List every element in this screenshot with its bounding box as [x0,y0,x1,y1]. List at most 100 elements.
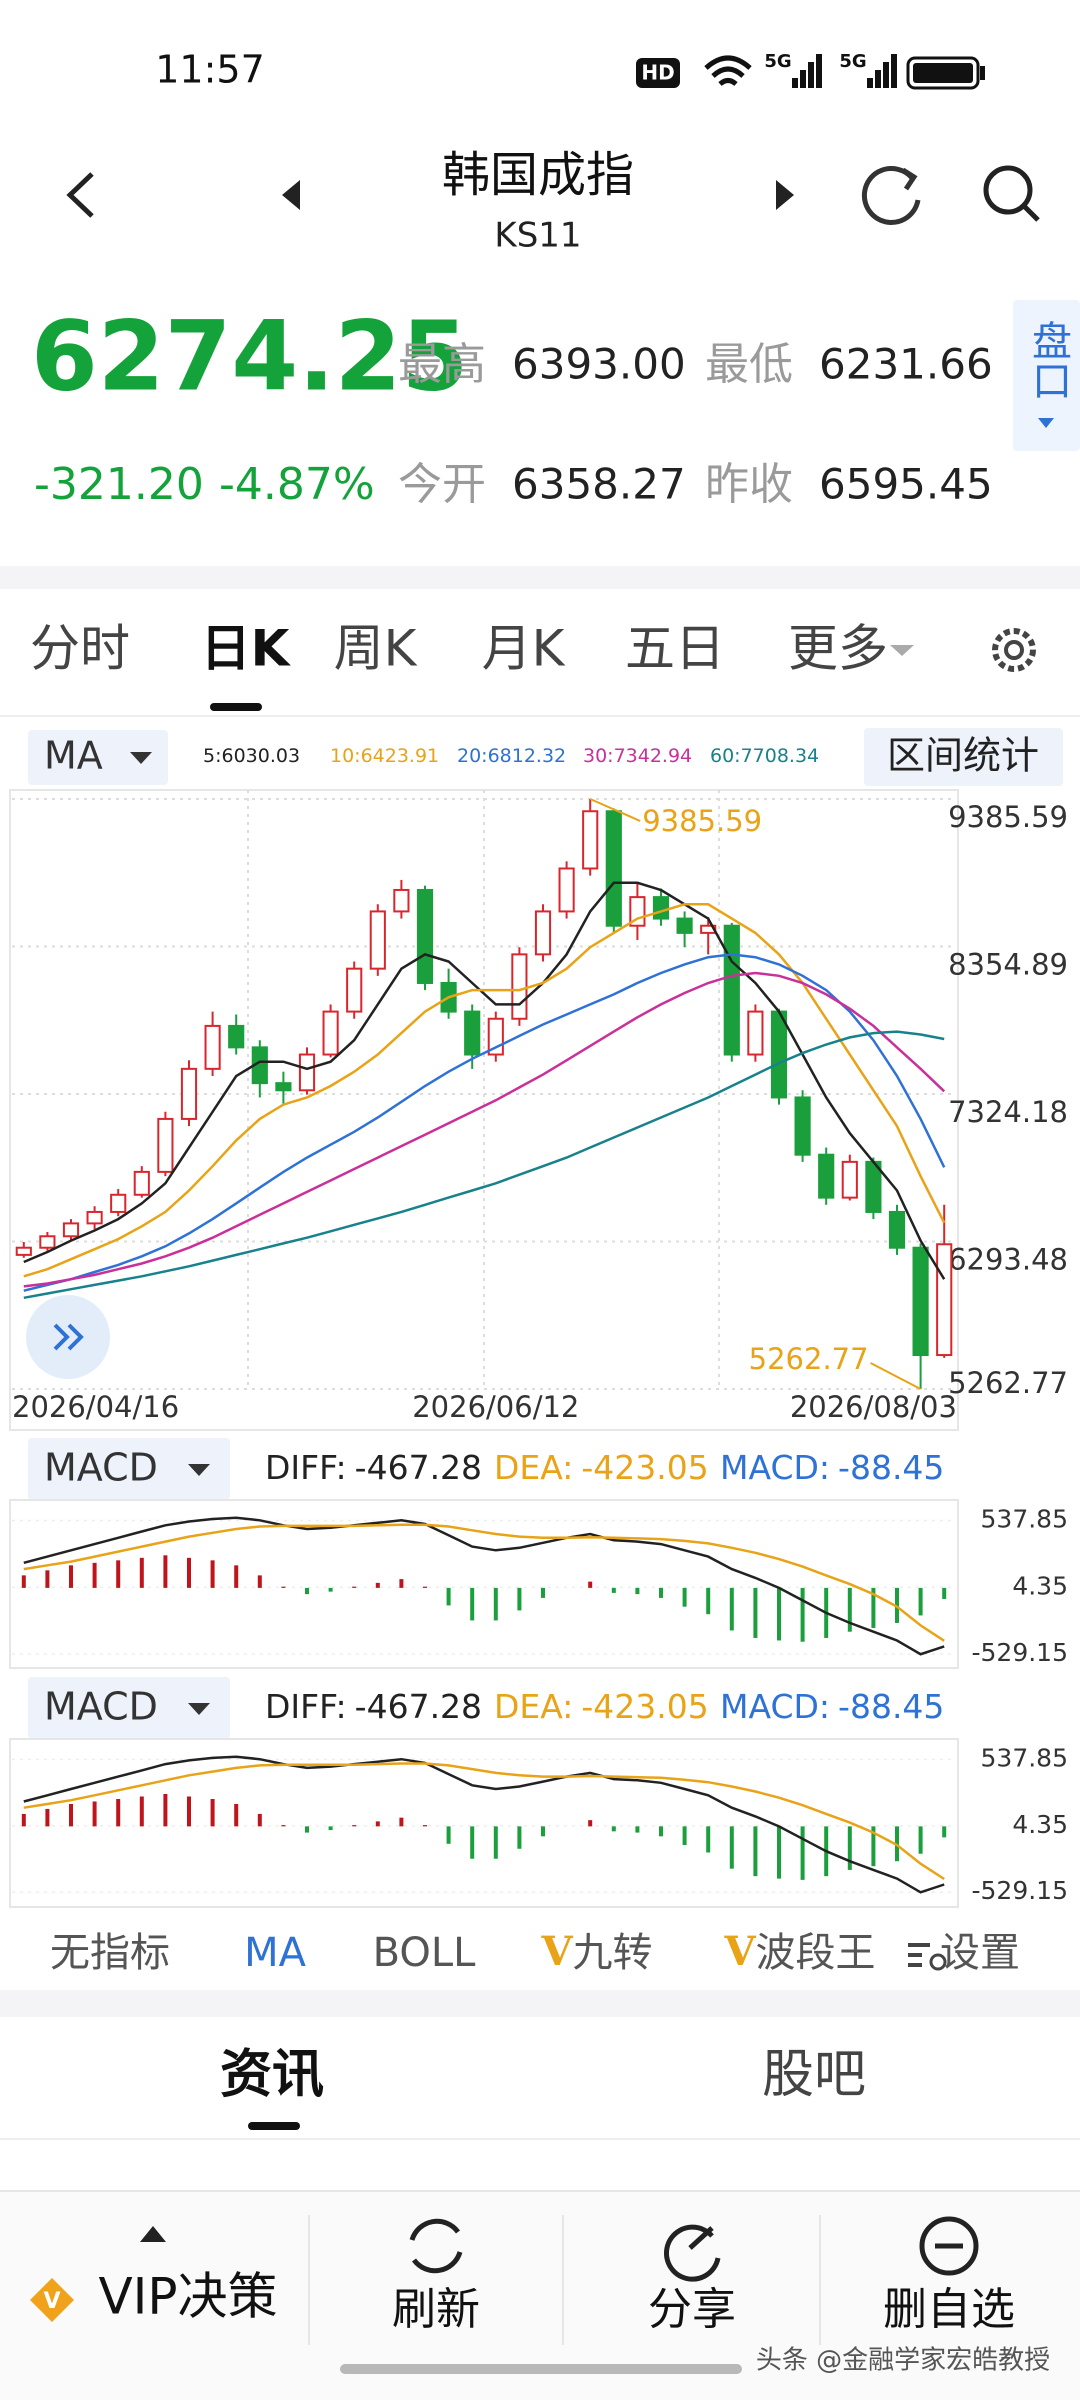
forum-tab[interactable]: 股吧 [762,2045,866,2105]
macd-bar [611,1826,616,1832]
macd-legend: MACD: -88.45 [720,1687,944,1726]
macd-legend-name: MACD: [720,1448,830,1487]
side-tab[interactable]: 盘口 [1025,320,1071,400]
macd-bar [281,1586,286,1588]
range-stats-bg[interactable] [864,728,1063,786]
macd-bar [328,1587,333,1592]
last-price: 6274.25 [31,300,468,412]
refresh-arrow [901,167,918,191]
status-time: 11:57 [155,48,265,92]
macd-bar [800,1826,805,1880]
period-tab[interactable]: 分时 [30,620,130,678]
macd-bar [588,1820,593,1827]
macd-bar [399,1817,404,1827]
macd-selector[interactable]: MACD [44,1446,158,1490]
next-index-button[interactable] [776,180,794,210]
candle-body [841,1160,858,1199]
annotation-leader [870,1362,922,1390]
settings-icon [908,1943,930,1967]
ma-legend-name: 20: [457,745,488,767]
candle-body [794,1096,811,1156]
vip-decision-button[interactable]: VIP决策 [98,2268,277,2326]
indicator-option[interactable]: 无指标 [50,1930,170,1976]
candle-body [416,888,434,984]
macd-bar [847,1826,852,1870]
macd-legend-value: -467.28 [355,1687,482,1726]
macd-selector-bg[interactable] [28,1677,230,1739]
macd-bar [729,1826,734,1869]
indicator-selector[interactable]: MA [44,734,103,778]
period-tab[interactable]: 月K [482,620,566,678]
nav-separators [308,2215,821,2345]
macd-bar [187,1796,191,1827]
x-tick-label: 2026/06/12 [412,1390,579,1424]
macd-bar [541,1587,545,1598]
period-tab[interactable]: 五日 [625,620,725,678]
battery [906,56,980,90]
side-tab-bg[interactable] [1013,300,1080,451]
settings-icon-dot [929,1953,947,1971]
signal-bars [867,54,897,88]
candle-body [393,888,410,913]
share-button[interactable]: 分享 [648,2284,736,2335]
macd-legend: DIFF: -467.28 [265,1448,482,1487]
expand-up-arrow[interactable] [140,2226,166,2242]
macd-bar [659,1587,663,1598]
macd-bar [139,1796,144,1827]
y-tick-label: 8354.89 [948,947,1068,981]
candle-body [204,1024,221,1070]
indicator-bar: 无指标 MA BOLL V九转 V波段王 设置 [50,1928,1020,1976]
news-tab[interactable]: 资讯 [220,2045,324,2105]
wifi-icon [704,55,752,86]
macd-selector[interactable]: MACD [44,1685,158,1729]
macd-legend: MACD: -88.45 [720,1448,944,1487]
indicator-option[interactable]: V九转 [540,1928,652,1976]
selector-arrow [188,1464,210,1476]
price-change-pct: -4.87% [219,459,375,510]
search-button[interactable] [983,165,1033,215]
macd-bar [281,1825,286,1827]
range-stats-button[interactable]: 区间统计 [887,734,1039,778]
candle-body [818,1153,835,1199]
quote-value: 6231.66 [819,340,993,389]
vip-icon [30,2278,74,2322]
indicator-badge: V [723,1928,756,1975]
period-tab[interactable]: 周K [334,620,418,678]
settings-gear[interactable] [992,628,1036,672]
macd-bar [423,1586,427,1588]
ma-legend-value: 6812.32 [488,745,567,767]
macd-bar [210,1798,215,1827]
macd-legend-name: DIFF: [265,1448,347,1487]
indicator-option[interactable]: V波段王 [723,1928,875,1976]
period-tab[interactable]: 日K [201,620,292,678]
indicator-selector-bg[interactable] [28,730,168,785]
prev-index-button[interactable] [282,180,300,210]
macd-bar [777,1587,781,1641]
period-tab[interactable]: 更多 [788,620,888,678]
candle-body [464,1010,481,1056]
macd-bar [706,1587,711,1615]
macd-bar [163,1794,168,1827]
macd-bar [234,1565,239,1588]
remove-watchlist-button[interactable]: 删自选 [883,2284,1015,2335]
macd-bar [69,1803,73,1827]
refresh-button[interactable]: 刷新 [392,2284,480,2335]
indicator-option[interactable]: 设置 [940,1930,1020,1976]
refresh-chart-button[interactable] [861,166,921,225]
indicator-label: 九转 [573,1930,653,1976]
macd-bar [635,1826,640,1833]
indicator-option[interactable]: MA [244,1930,307,1976]
x-tick-label: 2026/08/03 [790,1390,957,1424]
indicator-option[interactable]: BOLL [373,1930,477,1976]
side-tab-arrow [1038,418,1054,428]
macd-bar [682,1826,687,1846]
y-tick-label: -529.15 [972,1876,1069,1905]
macd-bar [942,1587,947,1599]
macd-bar [234,1803,239,1827]
macd-selector-bg[interactable] [28,1438,230,1500]
quote-value: 6358.27 [512,460,686,509]
macd-legend-value: -88.45 [838,1687,944,1726]
signal-bars [792,54,822,88]
back-button[interactable] [66,172,94,218]
macd-bar [918,1587,923,1616]
